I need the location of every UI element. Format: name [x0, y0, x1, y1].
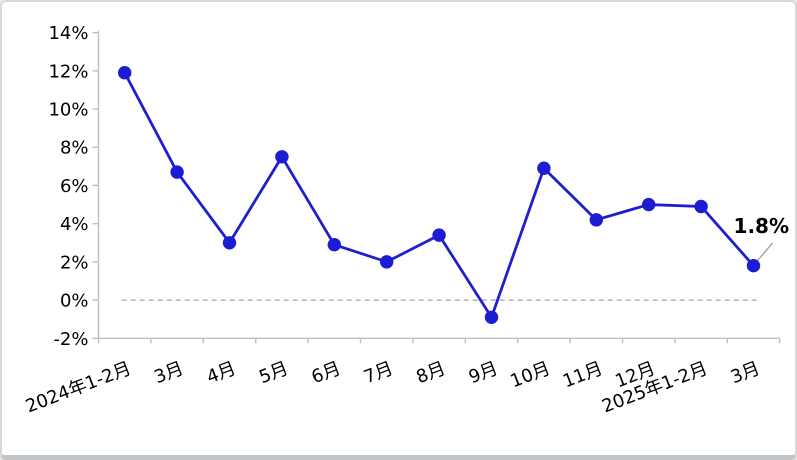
data-point: [537, 161, 551, 175]
x-axis-label: 2025年1-2月: [599, 358, 710, 417]
data-point: [746, 258, 761, 273]
x-axis-label: 5月: [256, 358, 291, 388]
y-axis-label: 4%: [60, 214, 89, 235]
x-axis-label: 10月: [508, 358, 554, 392]
x-axis-label: 4月: [204, 358, 239, 388]
data-point: [327, 237, 341, 252]
y-axis-label: 0%: [60, 291, 89, 312]
x-axis-label: 3月: [728, 358, 763, 388]
x-axis-label: 3月: [151, 358, 186, 388]
data-point: [222, 236, 237, 250]
x-axis-label: 9月: [466, 358, 501, 388]
series-line: [123, 71, 755, 319]
data-point: [170, 165, 184, 179]
y-axis-label: 8%: [60, 138, 89, 159]
last-value-label: 1.8%: [733, 214, 789, 238]
data-point: [589, 213, 603, 227]
data-point: [484, 310, 499, 324]
y-axis-label: 10%: [48, 100, 88, 121]
annotation-leader-line: [756, 242, 774, 262]
y-axis-label: 6%: [60, 176, 89, 197]
y-axis-label: -2%: [53, 329, 88, 350]
data-point: [275, 150, 289, 164]
x-axis-label: 8月: [413, 358, 448, 388]
data-point: [118, 66, 132, 80]
data-point: [380, 255, 394, 269]
data-point: [432, 228, 446, 242]
data-point: [694, 199, 708, 214]
x-axis-label: 6月: [309, 358, 344, 388]
x-axis-label: 2024年1-2月: [23, 358, 134, 417]
x-axis-label: 7月: [361, 358, 396, 388]
y-axis-label: 12%: [48, 61, 88, 82]
y-axis-label: 14%: [48, 23, 88, 44]
x-axis-label: 11月: [560, 358, 606, 392]
y-axis-label: 2%: [60, 252, 89, 273]
data-point: [642, 197, 656, 212]
